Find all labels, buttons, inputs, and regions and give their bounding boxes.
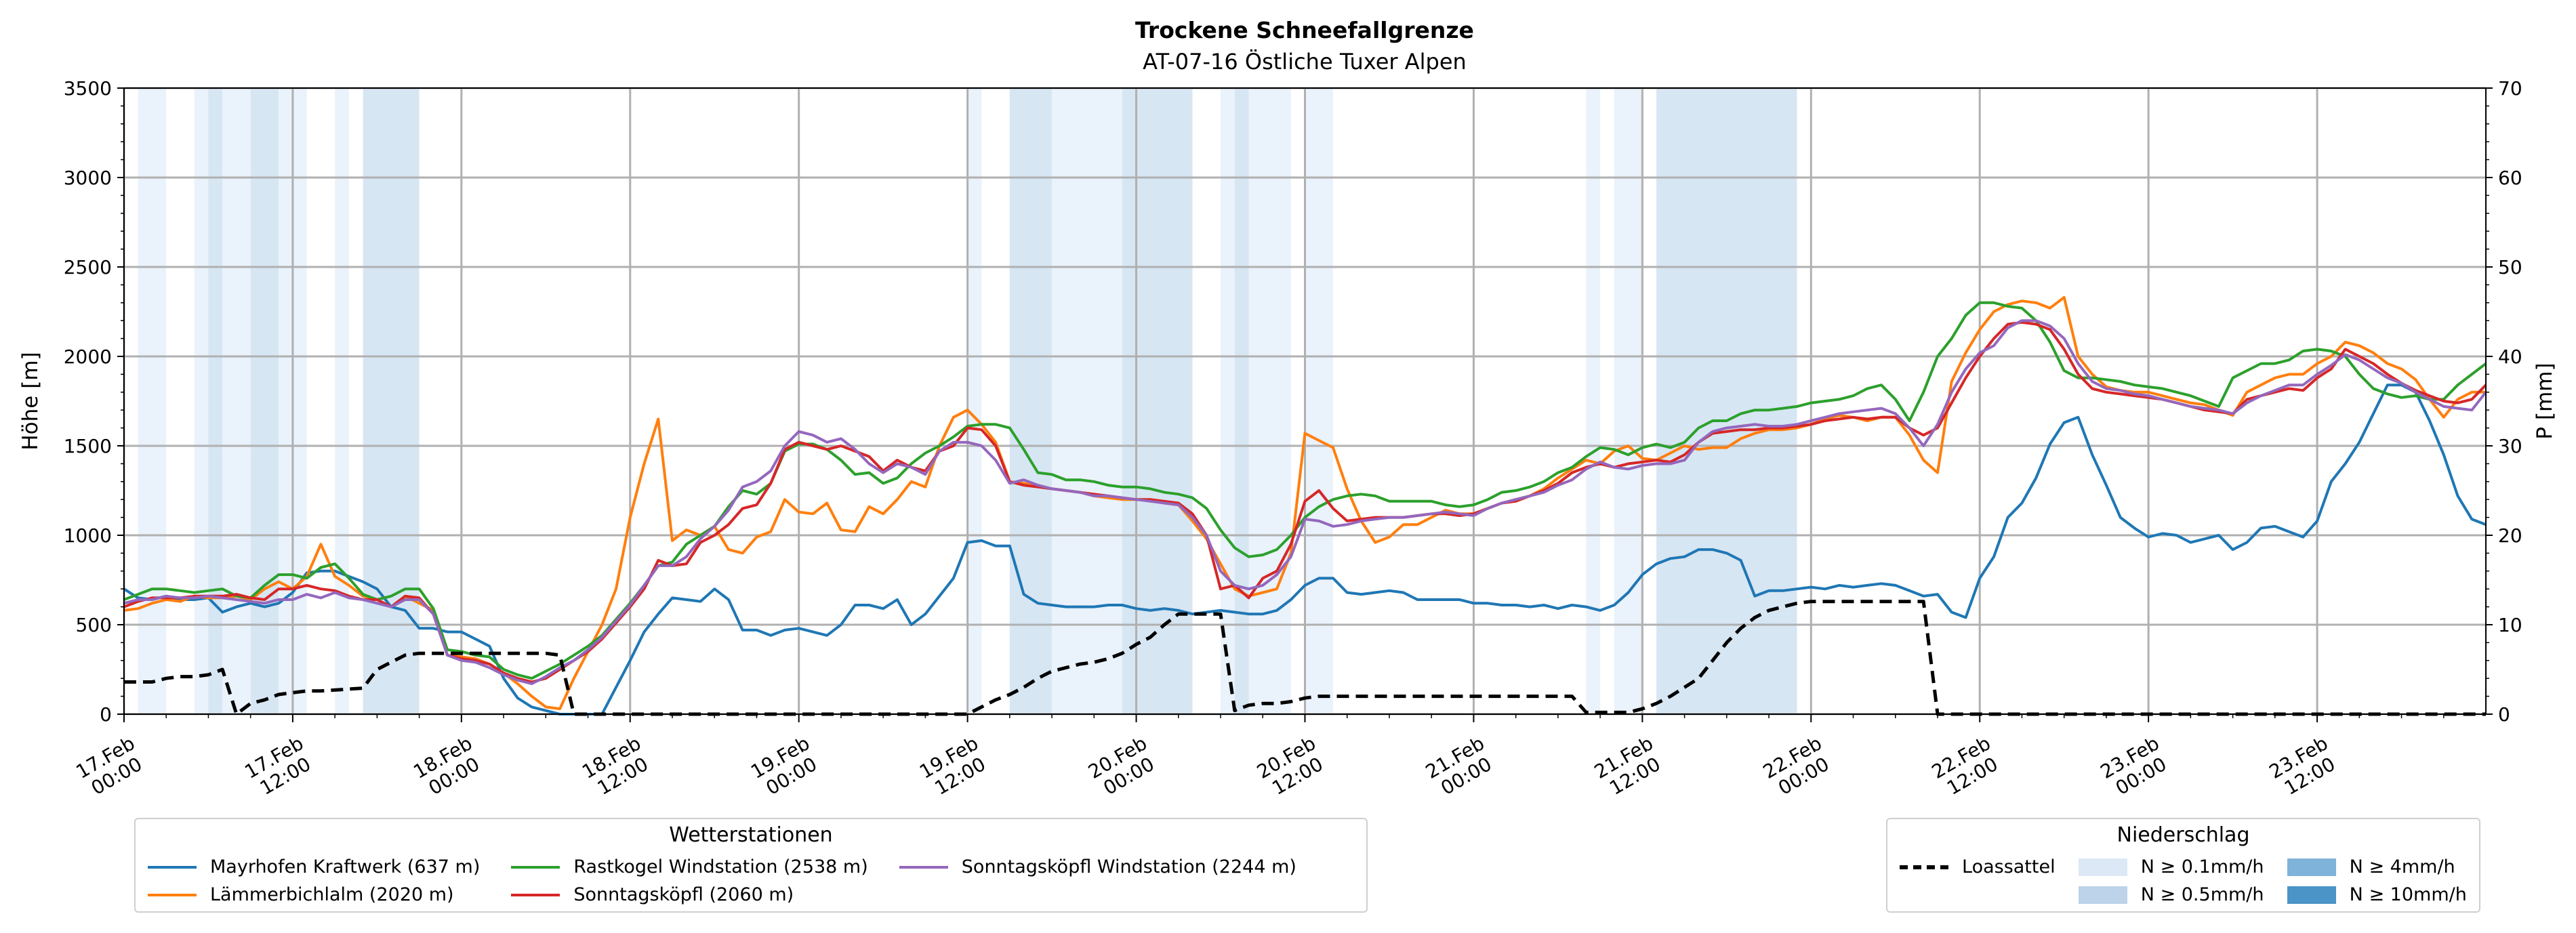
legend-swatch <box>2078 886 2127 904</box>
y-tick-label: 0 <box>100 703 112 726</box>
legend-label: N ≥ 10mm/h <box>2349 884 2467 905</box>
legend-label: N ≥ 4mm/h <box>2349 856 2455 877</box>
precip-band <box>967 88 982 714</box>
y2-tick-label: 30 <box>2498 435 2522 457</box>
y2-tick-label: 0 <box>2498 703 2510 726</box>
precip-band <box>1305 88 1333 714</box>
legend-item-rastkogel: Rastkogel Windstation (2538 m) <box>511 856 868 877</box>
chart-title: Trockene Schneefallgrenze <box>1135 17 1474 43</box>
precip-band <box>1234 88 1249 714</box>
y2-axis-label: P [mm] <box>2533 362 2557 439</box>
legend-item-sonntagskoepfl: Sonntagsköpfl (2060 m) <box>511 884 867 905</box>
y-tick-label: 500 <box>76 614 112 636</box>
legend-item-precip-4: N ≥ 4mm/h <box>2287 856 2467 877</box>
precip-band <box>1656 88 1797 714</box>
snowfall-limit-chart: Trockene Schneefallgrenze AT-07-16 Östli… <box>18 17 2557 800</box>
y2-tick-label: 40 <box>2498 346 2522 368</box>
legend-label: N ≥ 0.1mm/h <box>2140 856 2264 877</box>
legend-precipitation: Niederschlag Loassattel N ≥ 0.1mm/h N ≥ … <box>1886 818 2480 913</box>
y2-tick-label: 20 <box>2498 524 2522 547</box>
legend-swatch <box>511 865 560 869</box>
precip-band <box>208 88 223 714</box>
series-line <box>123 301 2487 680</box>
legend-swatch <box>2287 886 2336 904</box>
series-line <box>123 295 2486 711</box>
legend-label: N ≥ 0.5mm/h <box>2140 884 2264 905</box>
legend-item-loassattel: Loassattel <box>1900 856 2056 877</box>
y-tick-label: 3500 <box>64 77 112 100</box>
series-line <box>123 320 2487 684</box>
legend-swatch <box>2078 858 2127 876</box>
legend-item-empty <box>1900 884 2056 905</box>
y-axis-label: Höhe [m] <box>18 352 43 450</box>
legend-item-precip-10: N ≥ 10mm/h <box>2287 884 2467 905</box>
precip-band <box>1052 88 1122 714</box>
grid-lines <box>123 87 2486 716</box>
y-tick-label: 2500 <box>64 256 112 278</box>
precip-band <box>250 88 279 714</box>
precip-band <box>222 88 251 714</box>
legend-swatch <box>1900 865 1948 869</box>
precip-band <box>1221 88 1235 714</box>
legend-item-sonntagskoepfl-wind: Sonntagsköpfl Windstation (2244 m) <box>899 856 1296 877</box>
legend-stations-title: Wetterstationen <box>669 823 833 847</box>
y2-tick-label: 60 <box>2498 167 2522 189</box>
legend-item-mayrhofen: Mayrhofen Kraftwerk (637 m) <box>148 856 480 877</box>
legend-swatch <box>148 893 197 896</box>
legend-item-precip-01: N ≥ 0.1mm/h <box>2078 856 2264 877</box>
legend-label: Mayrhofen Kraftwerk (637 m) <box>210 856 481 877</box>
legend-precipitation-title: Niederschlag <box>2117 823 2250 847</box>
data-series <box>123 295 2487 716</box>
series-line <box>123 383 2487 716</box>
legend-swatch <box>511 893 560 896</box>
legend-label: Sonntagsköpfl Windstation (2244 m) <box>961 856 1296 877</box>
y-tick-label: 2000 <box>64 346 112 368</box>
legend-label: Sonntagsköpfl (2060 m) <box>573 884 794 905</box>
y-tick-label: 1500 <box>64 435 112 457</box>
precip-band <box>335 88 349 714</box>
chart-subtitle: AT-07-16 Östliche Tuxer Alpen <box>1143 49 1467 75</box>
y2-tick-label: 70 <box>2498 77 2522 100</box>
precip-band <box>1586 88 1601 714</box>
precip-band <box>1614 88 1643 714</box>
precip-band <box>1248 88 1291 714</box>
legend-label: Loassattel <box>1962 856 2056 877</box>
y-tick-label: 3000 <box>64 167 112 189</box>
legend-label: Rastkogel Windstation (2538 m) <box>573 856 868 877</box>
precip-band <box>194 88 209 714</box>
axes: 0 500 1000 1500 2000 2500 3000 3500 0 10 20 30 40 50 6… <box>64 77 2522 800</box>
y2-tick-label: 10 <box>2498 614 2522 636</box>
legend-stations: Wetterstationen Mayrhofen Kraftwerk (637… <box>134 818 1368 913</box>
legend-item-laemmerbichlalm: Lämmerbichlalm (2020 m) <box>148 884 480 905</box>
legend-swatch <box>148 865 197 869</box>
legend-item-precip-05: N ≥ 0.5mm/h <box>2078 884 2264 905</box>
y2-tick-label: 50 <box>2498 256 2522 278</box>
precip-band <box>138 88 167 714</box>
y-tick-label: 1000 <box>64 524 112 547</box>
legend-swatch <box>899 865 948 869</box>
precip-band <box>1122 88 1193 714</box>
precip-band <box>1009 88 1052 714</box>
legend-swatch <box>2287 858 2336 876</box>
legend-label: Lämmerbichlalm (2020 m) <box>210 884 454 905</box>
precip-band <box>363 88 420 714</box>
precipitation-bands <box>138 88 1797 714</box>
series-line <box>123 319 2487 686</box>
